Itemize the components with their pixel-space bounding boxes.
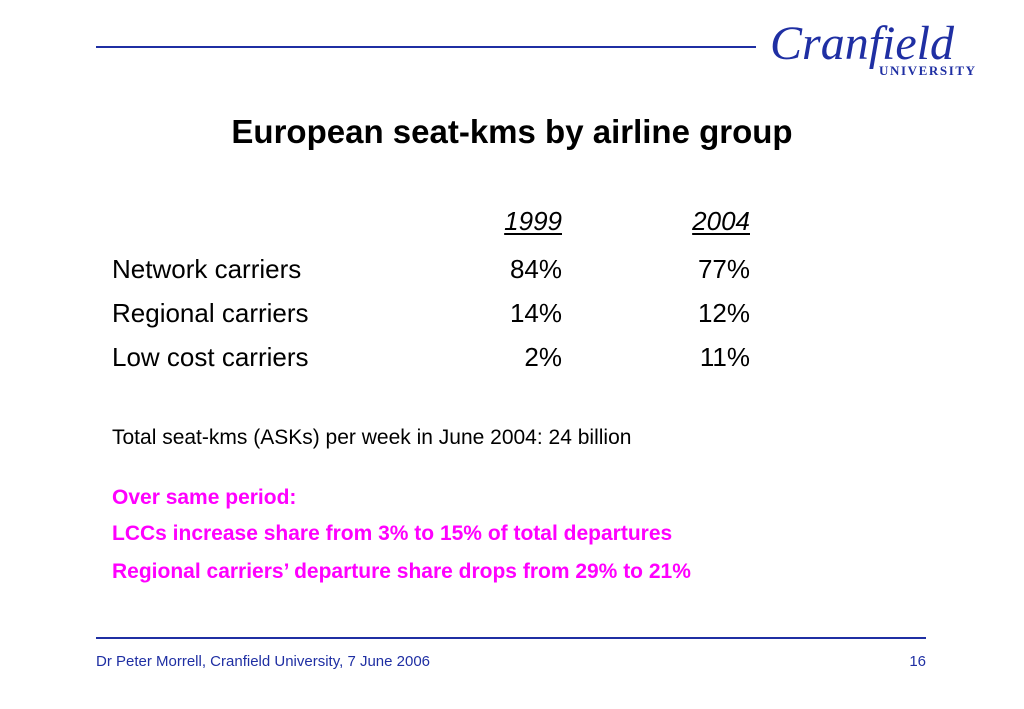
seat-km-share-table: 1999 2004 Network carriers 84% 77% Regio… <box>112 206 750 372</box>
highlight-lcc-share: LCCs increase share from 3% to 15% of to… <box>112 522 673 545</box>
page-number: 16 <box>909 653 926 670</box>
low-cost-2004-value: 11% <box>699 342 750 372</box>
header-rule <box>96 46 756 48</box>
logo-wordmark: Cranfield <box>770 17 955 70</box>
row-label-network: Network carriers <box>112 254 302 284</box>
network-2004-value: 77% <box>697 254 750 284</box>
column-header-2004: 2004 <box>692 206 750 236</box>
regional-1999-value: 14% <box>509 298 562 328</box>
row-label-low-cost: Low cost carriers <box>112 342 309 372</box>
slide-title: European seat-kms by airline group <box>231 113 793 150</box>
logo-subtitle: UNIVERSITY <box>879 63 977 78</box>
highlight-heading: Over same period: <box>112 486 297 509</box>
network-1999-value: 84% <box>509 254 562 284</box>
regional-2004-value: 12% <box>697 298 750 328</box>
low-cost-1999-value: 2% <box>524 342 562 372</box>
row-label-regional: Regional carriers <box>112 298 309 328</box>
cranfield-university-logo: Cranfield UNIVERSITY <box>770 18 1010 82</box>
total-seat-kms-note: Total seat-kms (ASKs) per week in June 2… <box>112 426 632 449</box>
highlight-regional-share: Regional carriers’ departure share drops… <box>112 560 691 583</box>
footer-rule <box>96 637 926 639</box>
column-header-1999: 1999 <box>504 206 562 236</box>
footer-author-date: Dr Peter Morrell, Cranfield University, … <box>96 653 431 670</box>
